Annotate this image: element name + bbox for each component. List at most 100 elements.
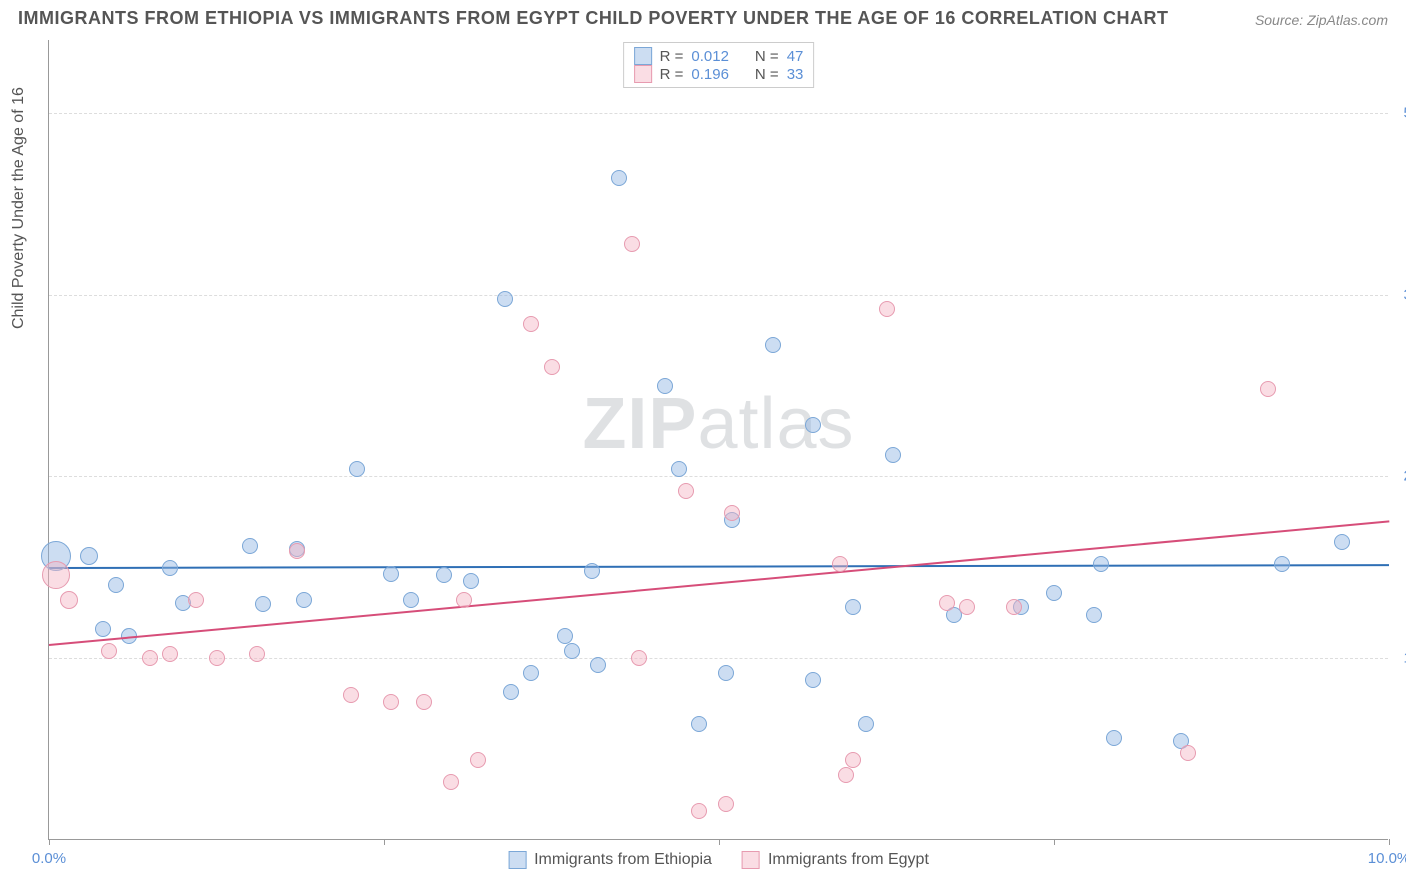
data-point xyxy=(349,461,365,477)
data-point xyxy=(523,316,539,332)
data-point xyxy=(631,650,647,666)
data-point xyxy=(718,665,734,681)
legend-swatch xyxy=(742,851,760,869)
data-point xyxy=(1274,556,1290,572)
series-legend-label: Immigrants from Egypt xyxy=(768,851,929,869)
gridline xyxy=(49,113,1388,114)
data-point xyxy=(443,774,459,790)
data-point xyxy=(101,643,117,659)
legend-r-label: R = xyxy=(660,66,684,83)
legend-n-value: 47 xyxy=(787,48,804,65)
data-point xyxy=(343,687,359,703)
data-point xyxy=(611,170,627,186)
data-point xyxy=(1106,730,1122,746)
data-point xyxy=(879,301,895,317)
legend-row: R = 0.196 N = 33 xyxy=(634,65,804,83)
data-point xyxy=(242,538,258,554)
data-point xyxy=(403,592,419,608)
data-point xyxy=(564,643,580,659)
data-point xyxy=(255,596,271,612)
legend-swatch xyxy=(634,65,652,83)
data-point xyxy=(108,577,124,593)
y-tick-label: 50.0% xyxy=(1396,104,1406,121)
data-point xyxy=(657,378,673,394)
series-legend: Immigrants from Ethiopia Immigrants from … xyxy=(508,851,929,869)
series-legend-item: Immigrants from Egypt xyxy=(742,851,929,869)
y-tick-label: 37.5% xyxy=(1396,286,1406,303)
x-tick xyxy=(384,839,385,845)
legend-swatch xyxy=(508,851,526,869)
legend-r-value: 0.012 xyxy=(691,48,729,65)
legend-n-label: N = xyxy=(755,48,779,65)
plot-area: ZIPatlas R =0.012N =47R =0.196N =33 Immi… xyxy=(48,40,1388,840)
x-tick xyxy=(1054,839,1055,845)
data-point xyxy=(80,547,98,565)
data-point xyxy=(289,543,305,559)
gridline xyxy=(49,295,1388,296)
data-point xyxy=(416,694,432,710)
data-point xyxy=(209,650,225,666)
y-tick-label: 12.5% xyxy=(1396,650,1406,667)
data-point xyxy=(523,665,539,681)
data-point xyxy=(162,560,178,576)
x-tick xyxy=(49,839,50,845)
data-point xyxy=(544,359,560,375)
data-point xyxy=(383,694,399,710)
legend-swatch xyxy=(634,47,652,65)
x-tick xyxy=(1389,839,1390,845)
data-point xyxy=(1260,381,1276,397)
data-point xyxy=(95,621,111,637)
data-point xyxy=(691,803,707,819)
gridline xyxy=(49,476,1388,477)
data-point xyxy=(678,483,694,499)
correlation-legend: R = 0.012 N = 47 R = 0.196 N = 33 xyxy=(623,42,815,88)
data-point xyxy=(1180,745,1196,761)
x-tick xyxy=(719,839,720,845)
series-legend-item: Immigrants from Ethiopia xyxy=(508,851,712,869)
data-point xyxy=(42,561,70,589)
data-point xyxy=(765,337,781,353)
legend-n-value: 33 xyxy=(787,66,804,83)
data-point xyxy=(858,716,874,732)
data-point xyxy=(162,646,178,662)
legend-n-label: N = xyxy=(755,66,779,83)
legend-row: R = 0.012 N = 47 xyxy=(634,47,804,65)
data-point xyxy=(1006,599,1022,615)
source-label: Source: ZipAtlas.com xyxy=(1255,12,1388,28)
x-tick-label: 10.0% xyxy=(1368,850,1406,867)
data-point xyxy=(584,563,600,579)
data-point xyxy=(1086,607,1102,623)
data-point xyxy=(838,767,854,783)
data-point xyxy=(383,566,399,582)
data-point xyxy=(296,592,312,608)
data-point xyxy=(463,573,479,589)
data-point xyxy=(718,796,734,812)
trend-line xyxy=(49,564,1389,569)
data-point xyxy=(188,592,204,608)
data-point xyxy=(671,461,687,477)
data-point xyxy=(845,752,861,768)
data-point xyxy=(456,592,472,608)
data-point xyxy=(845,599,861,615)
y-tick-label: 25.0% xyxy=(1396,468,1406,485)
data-point xyxy=(885,447,901,463)
legend-r-label: R = xyxy=(660,48,684,65)
data-point xyxy=(832,556,848,572)
data-point xyxy=(624,236,640,252)
data-point xyxy=(590,657,606,673)
data-point xyxy=(724,505,740,521)
y-axis-label: Child Poverty Under the Age of 16 xyxy=(10,87,28,329)
legend-r-value: 0.196 xyxy=(691,66,729,83)
x-tick-label: 0.0% xyxy=(32,850,66,867)
data-point xyxy=(1334,534,1350,550)
data-point xyxy=(436,567,452,583)
series-legend-label: Immigrants from Ethiopia xyxy=(534,851,712,869)
data-point xyxy=(60,591,78,609)
data-point xyxy=(959,599,975,615)
data-point xyxy=(691,716,707,732)
data-point xyxy=(939,595,955,611)
data-point xyxy=(497,291,513,307)
data-point xyxy=(1046,585,1062,601)
data-point xyxy=(805,672,821,688)
data-point xyxy=(142,650,158,666)
